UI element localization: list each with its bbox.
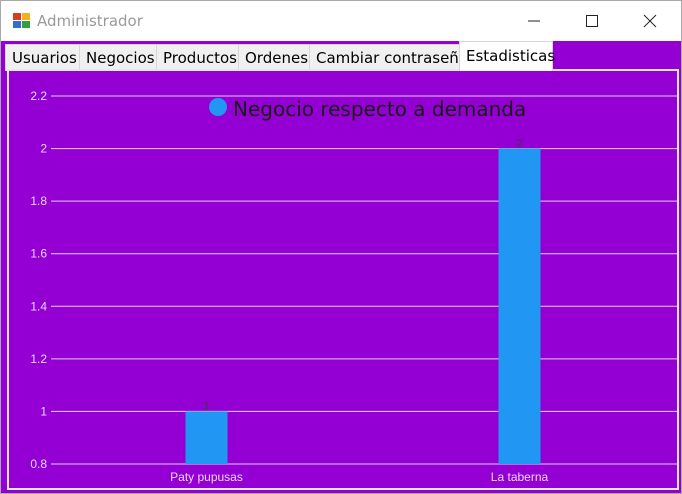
data-label: 2 [516,138,522,150]
minimize-icon [528,20,540,22]
y-tick-label: 1.2 [30,352,47,366]
y-tick-label: 2.2 [30,89,47,103]
demand-bar-chart: 0.8 1 1.2 1.4 1.6 1.8 2 2.2 Negocio respecto a d… [30,89,677,484]
y-tick-label: 2 [40,142,47,156]
tab-usuarios[interactable]: Usuarios [5,44,80,71]
close-icon [643,14,657,28]
bar-la-taberna [498,148,541,465]
y-tick-label: 1.8 [30,194,47,208]
y-tick-label: 1.6 [30,247,47,261]
y-tick-label: 1.4 [30,299,47,313]
tab-label: Productos [163,49,237,67]
tab-ordenes[interactable]: Ordenes [238,44,310,71]
tab-label: Negocios [86,49,155,67]
minimize-button[interactable] [505,1,563,41]
tab-label: Cambiar contraseña [316,49,469,67]
x-tick-label: La taberna [491,470,549,484]
tab-negocios[interactable]: Negocios [79,44,157,71]
tab-label: Estadisticas [466,47,556,65]
statistics-panel: 0.8 1 1.2 1.4 1.6 1.8 2 2.2 Negocio respecto a d… [7,69,679,490]
x-tick-label: Paty pupusas [170,470,243,484]
legend-marker [209,98,227,116]
app-icon [13,13,30,28]
tab-productos[interactable]: Productos [156,44,239,71]
legend-label: Negocio respecto a demanda [233,97,526,121]
data-label: 1 [203,400,209,412]
y-tick-label: 0.8 [30,457,47,471]
tab-label: Ordenes [245,49,309,67]
maximize-icon [586,15,598,27]
y-tick-label: 1 [40,404,47,418]
tab-estadisticas[interactable]: Estadisticas [459,41,556,71]
maximize-button[interactable] [563,1,621,41]
tab-cambiar-contrasena[interactable]: Cambiar contraseña [309,44,468,71]
title-bar[interactable]: Administrador [1,1,681,41]
window-title: Administrador [37,12,143,30]
bar-paty-pupusas [185,411,228,464]
close-button[interactable] [621,1,679,41]
tab-label: Usuarios [12,49,77,67]
